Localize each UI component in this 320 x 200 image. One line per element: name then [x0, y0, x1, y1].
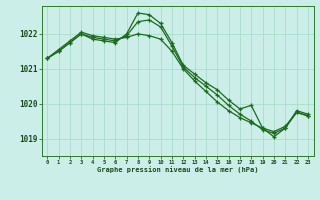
X-axis label: Graphe pression niveau de la mer (hPa): Graphe pression niveau de la mer (hPa): [97, 167, 258, 173]
